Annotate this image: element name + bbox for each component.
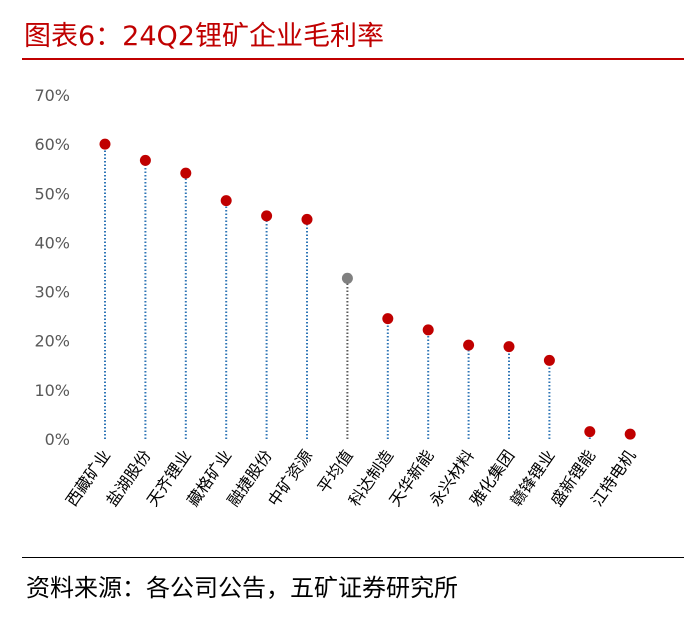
data-point [584,426,596,438]
title-underline [22,58,684,60]
y-tick-label: 50% [34,184,70,203]
y-tick-label: 20% [34,332,70,351]
data-point [382,313,394,325]
y-axis: 0% 10% 20% 30% 40% 50% 60% 70% [34,86,70,449]
data-point [463,339,475,351]
data-point [503,341,515,353]
y-tick-label: 70% [34,86,70,105]
y-tick-label: 60% [34,135,70,154]
data-point [341,272,353,284]
source-note: 资料来源：各公司公告，五矿证券研究所 [26,574,458,602]
data-point [220,195,232,207]
x-category-label: 平均值 [314,446,357,496]
y-tick-label: 10% [34,381,70,400]
chart-points [99,138,636,440]
y-tick-label: 30% [34,283,70,302]
x-axis-labels: 西藏矿业盐湖股份天齐锂业藏格矿业融捷股份中矿资源平均值科达制造天华新能永兴材料雅… [62,446,639,509]
data-point [99,138,111,150]
source-divider [22,557,684,558]
chart-title: 图表6：24Q2锂矿企业毛利率 [24,21,384,52]
data-point [139,154,151,166]
y-tick-label: 40% [34,233,70,252]
chart-stems [104,144,632,439]
data-point [422,324,434,336]
data-point [180,167,192,179]
data-point [301,213,313,225]
lithium-gross-margin-chart: 0% 10% 20% 30% 40% 50% 60% 70% 西藏矿业盐湖股份天齐锂业藏格矿业… [34,86,639,510]
data-point [624,428,636,440]
data-point [261,210,273,222]
data-point [543,354,555,366]
y-tick-label: 0% [45,430,70,449]
